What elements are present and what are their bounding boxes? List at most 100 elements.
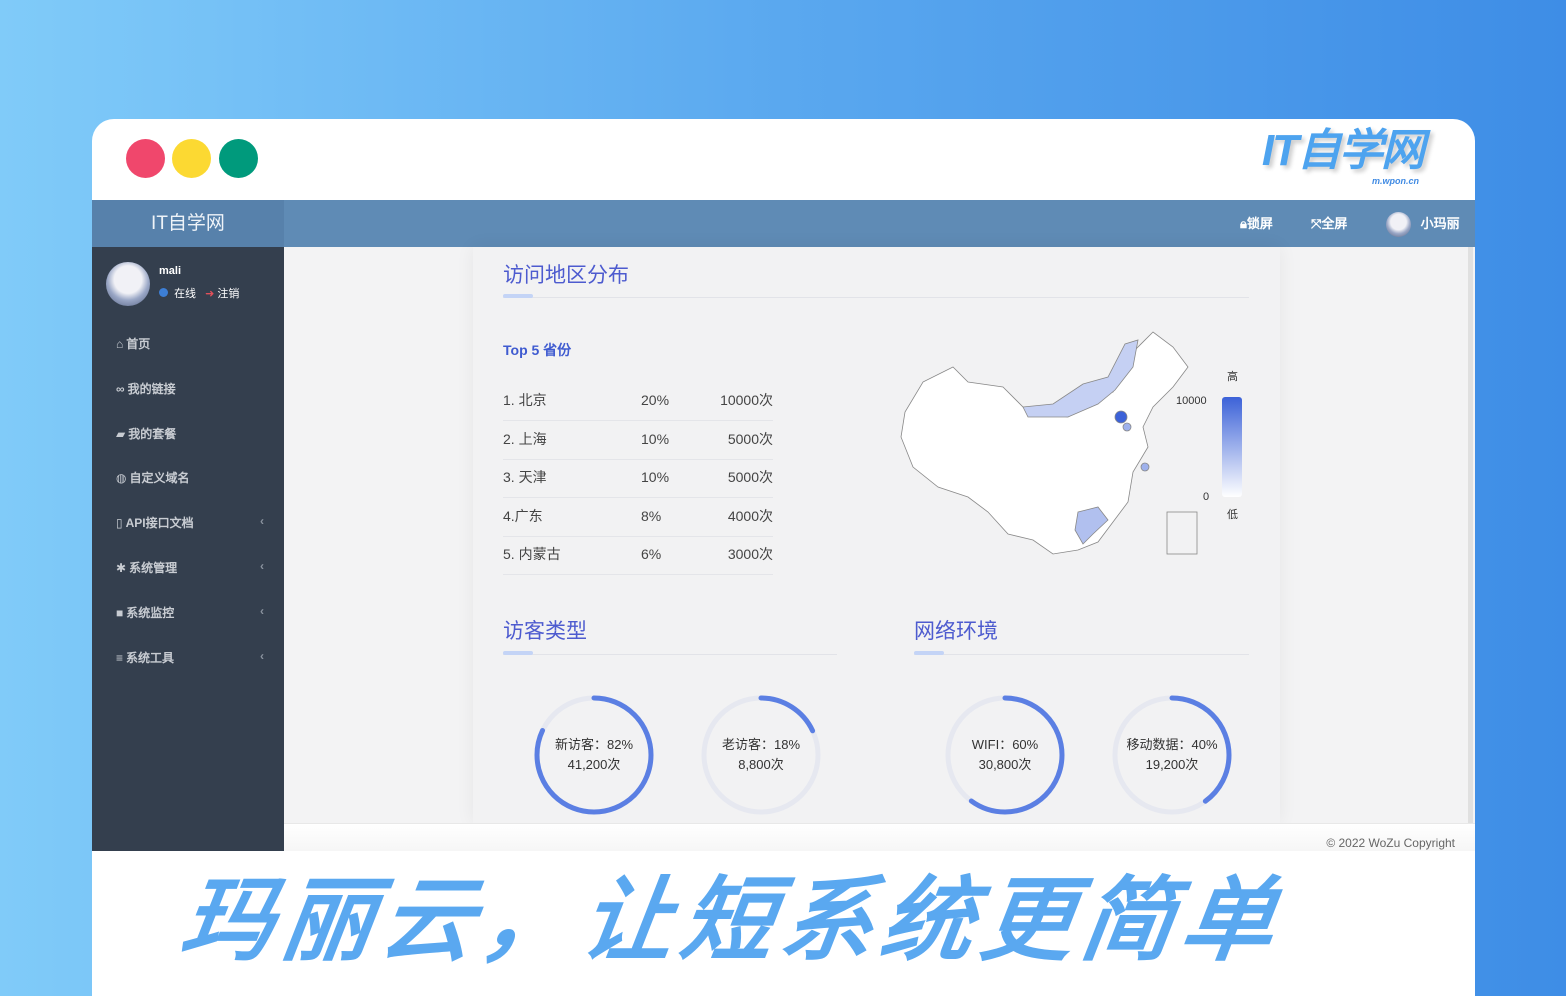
- province-row: 3. 天津 10% 5000次: [503, 460, 773, 498]
- brand-logo-subtext: m.wpon.cn: [1372, 176, 1419, 186]
- region-section-title: 访问地区分布: [503, 264, 629, 287]
- sidebar-item-3[interactable]: ◍ 自定义域名: [116, 469, 276, 486]
- top5-title: Top 5 省份: [503, 342, 572, 358]
- globe-icon: ◍: [116, 471, 127, 486]
- province-count: 3000次: [727, 546, 773, 562]
- sidebar-item-label: API接口文档: [125, 516, 194, 531]
- bag-icon: ▰: [116, 426, 126, 441]
- sidebar-item-6[interactable]: ■ 系统监控 ‹: [116, 604, 276, 621]
- sidebar-item-4[interactable]: ▯ API接口文档 ‹: [116, 514, 276, 531]
- online-status-dot-icon: [159, 288, 168, 297]
- logout-icon: ➜: [205, 288, 215, 300]
- visual-map-slider[interactable]: [1222, 397, 1242, 497]
- scrollbar[interactable]: [1468, 247, 1473, 823]
- gauge-label: 新访客：82%: [554, 737, 634, 752]
- gauge-arc: [1112, 695, 1232, 815]
- province-percent: 10%: [641, 469, 670, 485]
- sidebar-item-label: 首页: [126, 337, 151, 351]
- app-logo[interactable]: IT自学网: [92, 200, 284, 247]
- close-window-dot[interactable]: [126, 139, 165, 178]
- sidebar-item-2[interactable]: ▰ 我的套餐: [116, 425, 276, 442]
- south-china-sea-inset: [1166, 511, 1198, 555]
- map-region-guangdong[interactable]: [1074, 506, 1109, 545]
- gauge-count: 41,200次: [567, 757, 621, 772]
- chevron-left-icon: ‹: [260, 648, 264, 663]
- map-region-inner-mongolia[interactable]: [1022, 339, 1139, 418]
- chevron-left-icon: ‹: [260, 514, 264, 529]
- video-icon: ■: [116, 605, 124, 620]
- province-count: 5000次: [727, 469, 773, 485]
- province-row: 1. 北京 20% 10000次: [503, 383, 773, 421]
- gauge-arc: [534, 695, 654, 815]
- sidebar-item-5[interactable]: ✱ 系统管理 ‹: [116, 559, 276, 576]
- legend-high-label: 高: [1227, 369, 1238, 383]
- china-map[interactable]: 高 10000 0 低: [893, 322, 1273, 587]
- province-percent: 6%: [641, 546, 662, 562]
- user-avatar: [106, 262, 150, 306]
- province-count: 5000次: [727, 430, 773, 447]
- province-percent: 20%: [641, 392, 670, 408]
- slogan-banner: 玛丽云，让短系统更简单: [174, 870, 1290, 972]
- map-region-shanghai[interactable]: [1140, 462, 1150, 472]
- gauge-label: WIFI：60%: [971, 737, 1039, 752]
- home-icon: ⌂: [116, 337, 124, 351]
- avatar: [1386, 212, 1411, 238]
- expand-icon: ⤧: [1311, 216, 1322, 231]
- sidebar-item-7[interactable]: ≡ 系统工具 ‹: [116, 649, 276, 666]
- legend-min-label: 0: [1203, 491, 1209, 503]
- map-region-outline[interactable]: [900, 331, 1189, 555]
- gauge-label: 移动数据：40%: [1126, 737, 1218, 752]
- bars-icon: ≡: [116, 650, 124, 665]
- province-count: 4000次: [727, 507, 773, 524]
- sidebar-item-label: 系统工具: [126, 650, 175, 665]
- map-region-beijing[interactable]: [1114, 410, 1128, 424]
- minimize-window-dot[interactable]: [172, 139, 211, 178]
- user-name: 小玛丽: [1420, 216, 1460, 231]
- lock-label: 锁屏: [1246, 216, 1273, 231]
- sidebar-item-label: 系统管理: [129, 561, 178, 575]
- province-percent: 10%: [641, 430, 670, 447]
- province-name: 5. 内蒙古: [503, 546, 561, 562]
- gauge-count: 30,800次: [978, 757, 1032, 772]
- gauge-count: 8,800次: [738, 757, 784, 772]
- province-name: 2. 上海: [503, 430, 547, 447]
- network-section-title: 网络环境: [914, 620, 998, 643]
- sidebar-item-1[interactable]: ∞ 我的链接: [116, 380, 276, 397]
- sidebar-username: mali: [159, 265, 182, 277]
- lock-screen-button[interactable]: 🔒︎锁屏: [1240, 200, 1273, 247]
- legend-low-label: 低: [1227, 508, 1238, 521]
- online-status: 在线: [174, 288, 197, 300]
- map-region-tianjin[interactable]: [1122, 422, 1132, 432]
- province-row: 5. 内蒙古 6% 3000次: [503, 537, 773, 575]
- fullscreen-label: 全屏: [1321, 216, 1348, 231]
- legend-max-label: 10000: [1176, 395, 1207, 407]
- dashboard-panel: 访问地区分布 Top 5 省份 1. 北京 20% 10000次 2. 上海 10% 50…: [473, 247, 1280, 823]
- sidebar: mali 在线 ➜ 注销 ⌂ 首页 ∞ 我的链接 ▰ 我的套餐 ◍ 自定义域名 ▯ API接口文档…: [92, 247, 284, 851]
- user-menu[interactable]: 小玛丽: [1386, 200, 1460, 247]
- logout-link[interactable]: 注销: [217, 288, 240, 300]
- province-count: 10000次: [720, 392, 773, 408]
- brand-logo-text: IT自学网: [1261, 126, 1425, 175]
- link-icon: ∞: [116, 381, 125, 396]
- gauge-arc: [701, 695, 821, 815]
- gauge-arc: [945, 695, 1065, 815]
- chevron-left-icon: ‹: [260, 559, 264, 573]
- visitor-section-title: 访客类型: [503, 620, 587, 643]
- top-navbar: IT自学网 🔒︎锁屏 ⤧全屏 小玛丽: [92, 200, 1475, 247]
- sidebar-item-0[interactable]: ⌂ 首页: [116, 335, 276, 352]
- sidebar-item-label: 我的链接: [127, 381, 176, 396]
- province-name: 1. 北京: [503, 392, 547, 408]
- gauge-network-1: 移动数据：40% 19,200次: [1107, 690, 1237, 820]
- pdf-file-icon: ▯: [116, 516, 123, 531]
- province-name: 3. 天津: [503, 469, 547, 485]
- province-percent: 8%: [641, 507, 662, 524]
- fullscreen-button[interactable]: ⤧全屏: [1311, 200, 1347, 247]
- gauge-label: 老访客：18%: [721, 737, 801, 752]
- brand-logo: IT自学网 m.wpon.cn: [1261, 126, 1425, 187]
- province-name: 4.广东: [503, 507, 543, 524]
- sidebar-item-label: 自定义域名: [129, 471, 190, 486]
- sidebar-item-label: 系统监控: [126, 605, 175, 620]
- maximize-window-dot[interactable]: [219, 139, 258, 178]
- footer-copyright: © 2022 WoZu Copyright: [284, 823, 1475, 851]
- province-row: 4.广东 8% 4000次: [503, 499, 773, 537]
